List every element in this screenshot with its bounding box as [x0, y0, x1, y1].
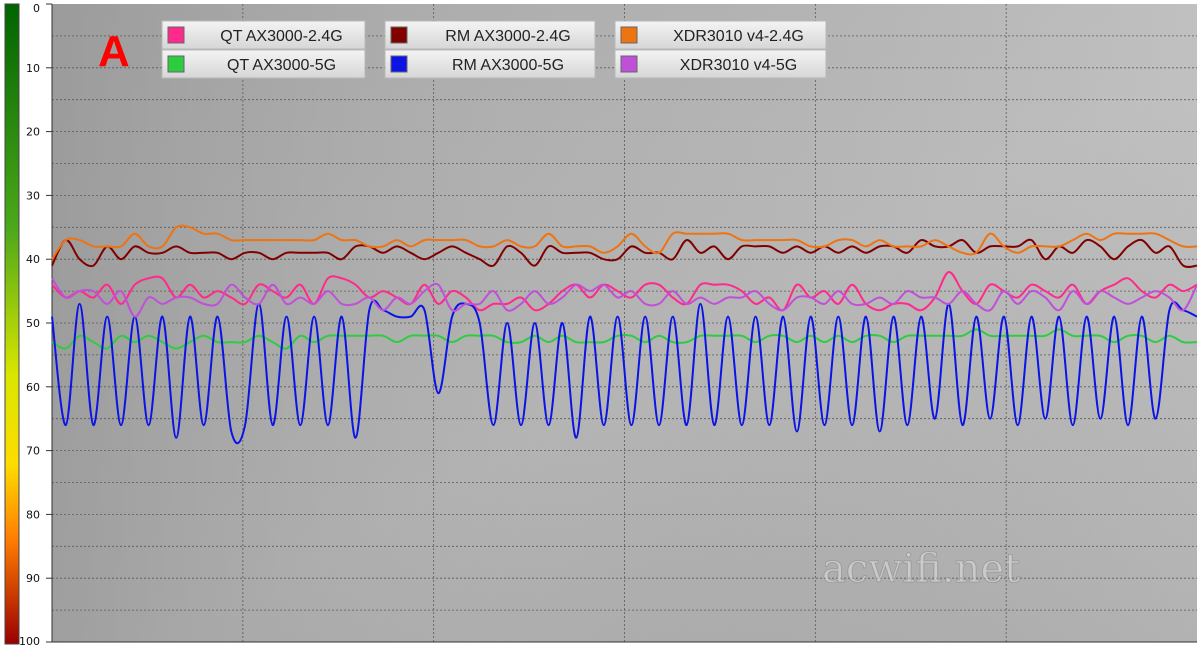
legend-box — [384, 49, 596, 79]
legend-item: RM AX3000-2.4G — [384, 20, 596, 50]
legend-box — [384, 20, 596, 50]
series-line-2 — [51, 328, 1197, 350]
legend-swatch — [390, 55, 408, 73]
y-tick-label: 50 — [26, 317, 40, 330]
series-line-6 — [51, 277, 1197, 318]
y-tick-label: 0 — [33, 2, 40, 15]
legend-item: RM AX3000-5G — [384, 49, 596, 79]
legend-swatch — [620, 55, 638, 73]
signal-color-scale — [4, 3, 20, 645]
legend-label: QT AX3000-2.4G — [220, 28, 342, 45]
series-lines — [51, 224, 1197, 444]
y-axis: 0 10 20 30 40 50 60 70 80 90 100 — [19, 2, 52, 646]
legend-swatch — [390, 26, 408, 44]
y-tick-label: 20 — [26, 126, 40, 139]
legend-item: XDR3010 v4-5G — [614, 49, 827, 79]
y-tick-label: 30 — [26, 189, 40, 202]
y-tick-label: 40 — [26, 253, 40, 266]
legend-item: QT AX3000-5G — [161, 49, 366, 79]
legend-box — [161, 20, 366, 50]
watermark: acwifi.net — [822, 546, 1020, 592]
legend-label: QT AX3000-5G — [227, 57, 336, 74]
legend-swatch — [167, 26, 185, 44]
legend-label: XDR3010 v4-2.4G — [673, 28, 804, 45]
legend-box — [161, 49, 366, 79]
grid-lines — [52, 4, 1197, 642]
y-tick-label: 80 — [26, 508, 40, 521]
series-line-4 — [51, 299, 1197, 444]
legend-box — [614, 20, 827, 50]
y-tick-label: 100 — [19, 635, 40, 646]
legend-swatch — [167, 55, 185, 73]
y-tick-label: 10 — [26, 62, 40, 75]
y-tick-label: 90 — [26, 572, 40, 585]
legend-label: RM AX3000-2.4G — [445, 28, 570, 45]
legend-box — [614, 49, 827, 79]
legend: QT AX3000-2.4G QT AX3000-5G RM AX3000-2.4G… — [161, 20, 827, 79]
legend-swatch — [620, 26, 638, 44]
legend-label: XDR3010 v4-5G — [680, 57, 797, 74]
series-line-5 — [51, 224, 1197, 260]
legend-item: XDR3010 v4-2.4G — [614, 20, 827, 50]
y-tick-label: 60 — [26, 381, 40, 394]
y-tick-label: 70 — [26, 445, 40, 458]
panel-label: A — [98, 27, 130, 76]
legend-item: QT AX3000-2.4G — [161, 20, 366, 50]
legend-label: RM AX3000-5G — [452, 57, 564, 74]
